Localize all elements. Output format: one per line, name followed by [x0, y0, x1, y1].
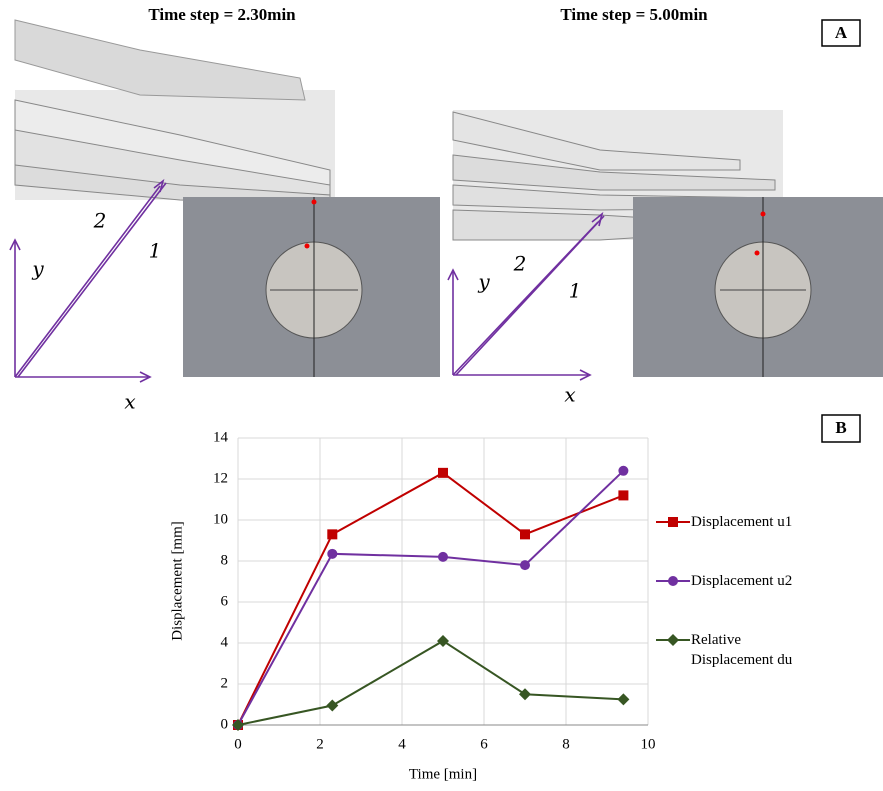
axis-letter: y [31, 257, 44, 281]
marker [667, 634, 679, 646]
photo-right [452, 110, 883, 377]
legend-label: Displacement u1 [691, 514, 793, 530]
x-tick-label: 4 [398, 736, 406, 752]
marker [617, 693, 630, 706]
arrow-label: 1 [569, 279, 582, 303]
axis-letter: y [477, 270, 490, 294]
x-tick-label: 2 [316, 736, 324, 752]
panel-label: B [835, 418, 846, 437]
marker [618, 490, 629, 501]
arrow-label: 2 [93, 209, 107, 233]
marker [327, 548, 338, 559]
x-axis-title: Time [min] [409, 766, 477, 782]
marker [437, 634, 449, 647]
arrow-label: 2 [513, 252, 527, 276]
marker [232, 719, 244, 731]
marker [326, 699, 339, 712]
marker [668, 517, 678, 527]
y-tick-label: 14 [213, 429, 229, 445]
coordinate-arrows [9, 178, 605, 383]
x-tick-label: 10 [641, 736, 656, 752]
marker [618, 465, 629, 476]
photo-title: Time step = 2.30min [148, 5, 296, 24]
y-tick-label: 6 [221, 593, 229, 609]
marker [520, 529, 530, 540]
marker [668, 576, 678, 586]
legend-label: Relative Displacement du [691, 632, 793, 668]
y-tick-label: 2 [221, 675, 229, 691]
y-axis-title: Displacement [mm] [169, 521, 185, 641]
marker [519, 688, 531, 701]
x-tick-label: 6 [480, 736, 488, 752]
x-tick-label: 8 [562, 736, 570, 752]
y-tick-label: 8 [221, 552, 229, 568]
arrow-label: 1 [149, 239, 162, 263]
photo-left [14, 19, 440, 377]
y-tick-label: 10 [213, 511, 228, 527]
marker [520, 560, 530, 571]
y-tick-label: 4 [221, 634, 229, 650]
marker [327, 529, 338, 540]
marker [438, 551, 448, 562]
panel-box [821, 19, 861, 47]
x-tick-label: 0 [234, 736, 242, 752]
panel-label: A [835, 23, 848, 42]
panel-box [821, 414, 861, 443]
axis-letter: x [564, 383, 575, 407]
y-tick-label: 12 [213, 470, 228, 486]
legend-label: Displacement u2 [691, 573, 793, 589]
marker [438, 467, 448, 478]
photo-title: Time step = 5.00min [560, 5, 708, 24]
y-tick-label: 0 [221, 716, 229, 732]
axis-letter: x [124, 390, 135, 414]
